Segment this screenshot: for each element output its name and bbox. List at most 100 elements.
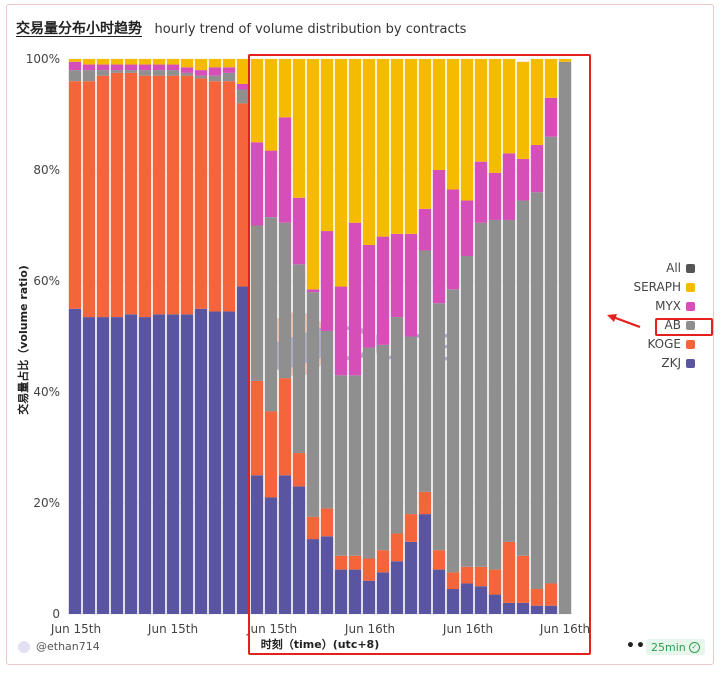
bar-segment-seraph[interactable] [516,61,530,159]
bar-segment-ab[interactable] [166,70,180,76]
bar-segment-zkj[interactable] [250,475,264,614]
bar-segment-myx[interactable] [320,231,334,331]
bar-segment-seraph[interactable] [530,59,544,146]
bar-segment-koge[interactable] [390,533,404,562]
bar-segment-koge[interactable] [446,572,460,590]
bar-segment-zkj[interactable] [446,589,460,614]
bar-segment-seraph[interactable] [544,59,558,98]
bar-segment-seraph[interactable] [264,59,278,151]
bar-segment-ab[interactable] [404,336,418,515]
bar-segment-ab[interactable] [418,250,432,492]
bar-segment-koge[interactable] [376,550,390,573]
bar-segment-ab[interactable] [82,70,96,82]
legend-item-koge[interactable]: KOGE [647,336,695,352]
bar-segment-myx[interactable] [194,70,208,76]
bar-segment-seraph[interactable] [306,59,320,290]
bar-segment-zkj[interactable] [544,605,558,614]
bar-segment-ab[interactable] [138,70,152,76]
bar-segment-seraph[interactable] [432,59,446,170]
bar-segment-ab[interactable] [236,89,250,104]
bar-segment-myx[interactable] [348,222,362,376]
bar-segment-myx[interactable] [208,67,222,76]
bar-segment-koge[interactable] [194,78,208,309]
bar-segment-ab[interactable] [180,72,194,76]
bar-segment-myx[interactable] [446,189,460,290]
bar-segment-seraph[interactable] [474,59,488,162]
bar-segment-zkj[interactable] [348,569,362,614]
bar-segment-myx[interactable] [488,172,502,220]
bar-segment-seraph[interactable] [376,59,390,237]
bar-segment-koge[interactable] [320,508,334,537]
legend-item-ab[interactable]: AB [665,317,695,333]
bar-segment-seraph[interactable] [222,59,236,68]
refresh-badge[interactable]: 25min ✓ [646,639,705,655]
bar-segment-koge[interactable] [432,550,446,570]
author[interactable]: @ethan714 [18,640,100,653]
bar-segment-myx[interactable] [418,208,432,251]
bar-segment-zkj[interactable] [264,497,278,614]
bar-segment-myx[interactable] [460,200,474,257]
bar-segment-myx[interactable] [544,97,558,137]
bar-segment-seraph[interactable] [488,59,502,173]
bar-segment-koge[interactable] [404,514,418,542]
bar-segment-myx[interactable] [68,61,82,71]
bar-segment-seraph[interactable] [348,59,362,223]
bar-segment-myx[interactable] [334,286,348,376]
bar-segment-seraph[interactable] [138,59,152,65]
bar-segment-zkj[interactable] [404,541,418,614]
bar-segment-myx[interactable] [124,64,138,71]
bar-segment-ab[interactable] [208,75,222,82]
bar-segment-seraph[interactable] [460,59,474,201]
bar-segment-zkj[interactable] [306,539,320,614]
bar-segment-myx[interactable] [166,64,180,71]
bar-segment-koge[interactable] [124,72,138,315]
bar-segment-myx[interactable] [432,170,446,304]
bar-segment-zkj[interactable] [516,602,530,614]
bar-segment-zkj[interactable] [180,314,194,614]
bar-segment-ab[interactable] [488,219,502,570]
bar-segment-koge[interactable] [208,81,222,312]
bar-segment-zkj[interactable] [320,536,334,614]
bar-segment-ab[interactable] [68,70,82,82]
bar-segment-koge[interactable] [460,566,474,584]
bar-segment-koge[interactable] [502,541,516,603]
bar-segment-ab[interactable] [334,375,348,556]
bar-segment-ab[interactable] [264,217,278,412]
bar-segment-zkj[interactable] [166,314,180,614]
bar-segment-seraph[interactable] [236,59,250,84]
bar-segment-myx[interactable] [306,289,320,293]
bar-segment-koge[interactable] [362,558,376,581]
bar-segment-seraph[interactable] [82,59,96,65]
bar-segment-ab[interactable] [292,264,306,454]
bar-segment-koge[interactable] [474,566,488,587]
bar-segment-zkj[interactable] [96,317,110,614]
bar-segment-seraph[interactable] [418,59,432,209]
bar-segment-ab[interactable] [432,303,446,551]
bar-segment-koge[interactable] [544,583,558,606]
bar-segment-myx[interactable] [390,233,404,318]
bar-segment-koge[interactable] [110,72,124,318]
bar-segment-seraph[interactable] [194,59,208,71]
bar-segment-zkj[interactable] [138,317,152,614]
bar-segment-ab[interactable] [110,70,124,73]
bar-segment-zkj[interactable] [208,311,222,614]
bar-segment-ab[interactable] [348,375,362,556]
legend-item-all[interactable]: All [666,260,695,276]
bar-segment-ab[interactable] [446,289,460,573]
bar-segment-ab[interactable] [376,344,390,551]
bar-segment-zkj[interactable] [418,514,432,614]
bar-segment-zkj[interactable] [222,311,236,614]
bar-segment-myx[interactable] [264,150,278,218]
bar-segment-myx[interactable] [82,64,96,71]
bar-segment-ab[interactable] [558,61,572,614]
bar-segment-seraph[interactable] [404,59,418,234]
bar-segment-zkj[interactable] [488,594,502,614]
bar-segment-ab[interactable] [460,256,474,567]
bar-segment-koge[interactable] [138,75,152,318]
bar-segment-myx[interactable] [180,67,194,73]
bar-segment-koge[interactable] [82,81,96,318]
bar-segment-ab[interactable] [250,225,264,381]
bar-segment-ab[interactable] [152,70,166,76]
bar-segment-myx[interactable] [138,64,152,71]
bar-segment-koge[interactable] [334,555,348,570]
